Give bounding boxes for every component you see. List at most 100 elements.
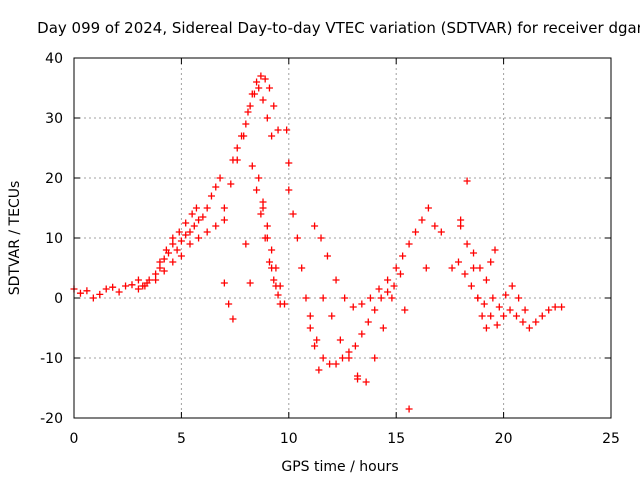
data-point: [169, 234, 177, 242]
data-point: [474, 294, 482, 302]
data-point: [493, 321, 501, 329]
data-point: [482, 324, 490, 332]
data-point: [371, 354, 379, 362]
data-point: [203, 228, 211, 236]
series-dip-f: [319, 270, 404, 386]
data-point: [375, 285, 383, 293]
data-point: [188, 210, 196, 218]
y-tick-label: 40: [45, 51, 63, 67]
data-point: [186, 228, 194, 236]
data-point: [76, 289, 84, 297]
series-fall-c: [259, 204, 284, 308]
data-point: [311, 222, 319, 230]
data-point: [169, 258, 177, 266]
data-point: [336, 336, 344, 344]
data-point: [268, 264, 276, 272]
series-climb-h: [392, 204, 445, 272]
data-point: [470, 249, 478, 257]
data-point: [186, 240, 194, 248]
data-point: [250, 90, 258, 98]
data-point: [162, 246, 170, 254]
data-point: [203, 204, 211, 212]
data-point: [390, 282, 398, 290]
data-point: [122, 282, 130, 290]
data-point: [508, 282, 516, 290]
data-point: [89, 294, 97, 302]
data-point: [263, 222, 271, 230]
data-point: [532, 318, 540, 326]
data-point: [470, 264, 478, 272]
data-point: [169, 240, 177, 248]
data-point: [255, 84, 263, 92]
data-point: [238, 132, 246, 140]
data-point: [311, 342, 319, 350]
data-point: [199, 213, 207, 221]
data-point: [128, 281, 136, 289]
data-point: [190, 222, 198, 230]
data-point: [285, 159, 293, 167]
data-point: [405, 405, 413, 413]
data-point: [152, 270, 160, 278]
data-point: [139, 282, 147, 290]
data-point: [306, 324, 314, 332]
data-point: [227, 180, 235, 188]
data-point: [521, 306, 529, 314]
data-point: [248, 162, 256, 170]
x-axis-label: GPS time / hours: [281, 459, 398, 475]
data-point: [476, 264, 484, 272]
data-point: [332, 360, 340, 368]
data-point: [317, 234, 325, 242]
data-point: [253, 78, 261, 86]
data-point: [160, 255, 168, 263]
data-point: [216, 174, 224, 182]
data-point: [285, 186, 293, 194]
data-point: [457, 222, 465, 230]
data-point: [332, 276, 340, 284]
chart-title: Day 099 of 2024, Sidereal Day-to-day VTE…: [37, 19, 640, 37]
axis-ticks: 0 5 10 15 20 25 -20 -10 0 10 20 30 40: [40, 51, 620, 447]
series-rise-c: [156, 204, 200, 266]
data-point: [502, 291, 510, 299]
y-tick-label: 10: [45, 231, 63, 247]
data-point: [212, 183, 220, 191]
series-arc-inner: [229, 84, 276, 164]
y-tick-label: 30: [45, 111, 63, 127]
data-point: [457, 216, 465, 224]
data-point: [195, 234, 203, 242]
data-point: [519, 318, 527, 326]
data-point: [463, 240, 471, 248]
data-point: [345, 348, 353, 356]
series-fall-a: [248, 162, 282, 299]
data-point: [454, 258, 462, 266]
x-tick-label: 25: [602, 431, 620, 447]
data-point: [323, 252, 331, 260]
data-point: [345, 354, 353, 362]
data-point: [377, 294, 385, 302]
data-point: [274, 291, 282, 299]
data-point: [424, 204, 432, 212]
data-point: [152, 276, 160, 284]
data-point: [246, 102, 254, 110]
data-point: [545, 306, 553, 314]
series-rise-g: [311, 222, 392, 311]
data-point: [175, 228, 183, 236]
data-point: [354, 372, 362, 380]
data-point: [255, 174, 263, 182]
data-point: [487, 258, 495, 266]
data-point: [431, 222, 439, 230]
data-point: [96, 290, 104, 298]
x-tick-label: 5: [177, 431, 186, 447]
data-point: [109, 283, 117, 291]
data-point: [384, 276, 392, 284]
data-point: [195, 216, 203, 224]
data-point: [319, 294, 327, 302]
data-point: [225, 300, 233, 308]
data-point: [463, 177, 471, 185]
data-point: [156, 258, 164, 266]
data-point: [182, 231, 190, 239]
series-isolated: [220, 126, 471, 413]
data-point: [482, 276, 490, 284]
data-point: [487, 312, 495, 320]
series-evening-a: [448, 258, 566, 332]
